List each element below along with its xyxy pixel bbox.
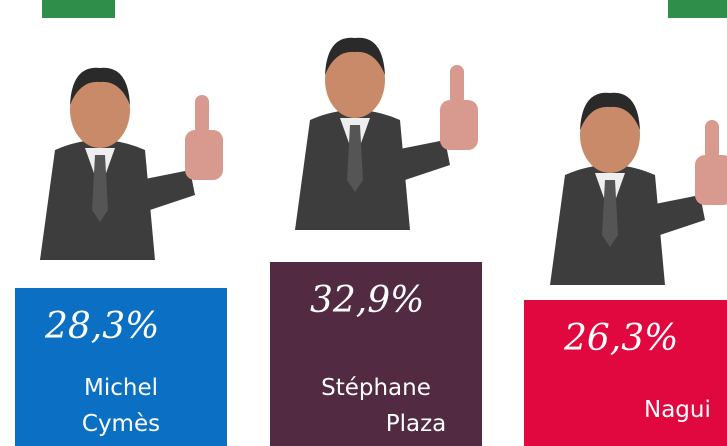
- name: Nagui: [644, 397, 711, 423]
- percent: 26,3%: [564, 318, 679, 359]
- figure: [295, 37, 478, 230]
- figure: [550, 92, 727, 285]
- percent: 32,9%: [310, 280, 425, 321]
- green-tab: [42, 0, 115, 18]
- figure: [40, 67, 223, 260]
- name: Cymès: [81, 411, 161, 437]
- percent: 28,3%: [45, 306, 160, 347]
- name: Stéphane: [321, 375, 431, 401]
- podium: 28,3% Michel Cymès: [15, 288, 227, 446]
- name: Michel: [84, 375, 158, 401]
- name: Plaza: [385, 411, 447, 437]
- podium: 32,9% Stéphane Plaza: [270, 262, 482, 446]
- green-tab: [668, 0, 727, 18]
- podium: 26,3% Nagui: [524, 300, 727, 446]
